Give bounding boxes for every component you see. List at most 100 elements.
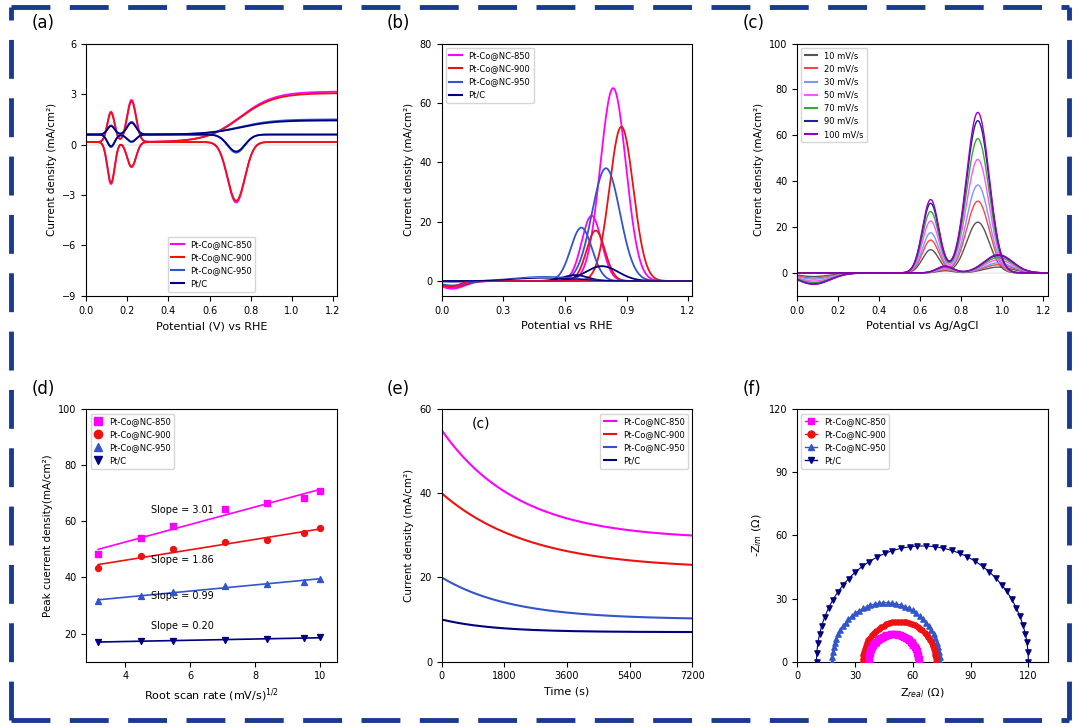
Point — [896, 601, 914, 612]
Text: (b): (b) — [387, 15, 410, 33]
Point — [811, 628, 828, 640]
Point — [930, 646, 947, 657]
Point — [901, 617, 918, 629]
Point — [918, 540, 935, 552]
Point — [865, 627, 882, 639]
Point — [259, 633, 276, 645]
Point — [927, 632, 944, 644]
Point — [889, 616, 906, 627]
Legend: 10 mV/s, 20 mV/s, 30 mV/s, 50 mV/s, 70 mV/s, 90 mV/s, 100 mV/s: 10 mV/s, 20 mV/s, 30 mV/s, 50 mV/s, 70 m… — [801, 48, 867, 142]
Point — [892, 542, 909, 554]
Point — [875, 597, 892, 608]
Point — [295, 576, 312, 587]
Point — [808, 656, 825, 667]
Point — [892, 599, 909, 611]
Point — [866, 598, 883, 610]
Point — [908, 607, 926, 619]
Point — [873, 622, 890, 633]
Point — [165, 544, 183, 555]
Point — [90, 562, 107, 574]
Point — [312, 523, 329, 534]
Point — [874, 631, 891, 643]
Point — [847, 607, 864, 619]
Point — [875, 619, 892, 631]
Text: Slope = 1.86: Slope = 1.86 — [151, 555, 214, 566]
Point — [869, 635, 887, 646]
Point — [165, 520, 183, 531]
Point — [827, 633, 845, 645]
Point — [835, 579, 852, 591]
Point — [862, 599, 879, 611]
Point — [840, 573, 858, 585]
Point — [927, 652, 944, 664]
Point — [895, 616, 913, 627]
Point — [808, 647, 825, 659]
Point — [860, 651, 877, 663]
Point — [132, 550, 149, 562]
Point — [259, 497, 276, 509]
Point — [1020, 646, 1037, 658]
Point — [132, 590, 149, 601]
Point — [295, 527, 312, 539]
Point — [912, 610, 929, 622]
X-axis label: Z$_{real}$ (Ω): Z$_{real}$ (Ω) — [900, 687, 945, 700]
Y-axis label: Peak cuerrent density(mA/cm²): Peak cuerrent density(mA/cm²) — [43, 454, 53, 616]
Point — [883, 616, 901, 628]
Point — [920, 620, 937, 632]
Point — [880, 629, 897, 640]
Point — [920, 632, 937, 643]
Point — [825, 642, 842, 654]
Text: (a): (a) — [31, 15, 54, 33]
Text: (c): (c) — [472, 416, 490, 430]
Point — [834, 621, 851, 632]
Point — [900, 603, 917, 614]
Point — [809, 638, 826, 649]
Point — [894, 630, 912, 642]
X-axis label: Potential (V) vs RHE: Potential (V) vs RHE — [156, 321, 267, 331]
Legend: Pt-Co@NC-850, Pt-Co@NC-900, Pt-Co@NC-950, Pt/C: Pt-Co@NC-850, Pt-Co@NC-900, Pt-Co@NC-950… — [167, 236, 255, 292]
Point — [910, 656, 928, 667]
Point — [876, 630, 893, 642]
Point — [922, 624, 940, 635]
Point — [878, 619, 895, 630]
Point — [883, 628, 901, 640]
Point — [943, 545, 960, 556]
Point — [879, 597, 896, 608]
Point — [915, 613, 932, 624]
Point — [868, 552, 886, 563]
Text: (e): (e) — [387, 380, 410, 398]
Text: Slope = 0.99: Slope = 0.99 — [151, 590, 214, 601]
Point — [994, 579, 1011, 591]
Point — [165, 586, 183, 598]
Point — [864, 641, 881, 653]
Point — [909, 649, 927, 661]
Point — [837, 616, 854, 628]
Point — [890, 629, 907, 640]
Point — [1018, 636, 1036, 648]
Point — [908, 647, 926, 659]
Y-axis label: -Z$_{im}$ (Ω): -Z$_{im}$ (Ω) — [750, 514, 764, 558]
Point — [887, 616, 904, 627]
Point — [892, 630, 909, 641]
Point — [967, 555, 984, 567]
Point — [951, 547, 969, 559]
Point — [927, 646, 944, 658]
Point — [888, 629, 905, 640]
Point — [892, 616, 909, 627]
Point — [914, 624, 931, 636]
Point — [295, 632, 312, 644]
Point — [90, 595, 107, 607]
Point — [909, 651, 927, 663]
X-axis label: Root scan rate (mV/s)$^{1/2}$: Root scan rate (mV/s)$^{1/2}$ — [144, 687, 279, 704]
Point — [905, 639, 922, 651]
Point — [870, 633, 888, 645]
Point — [862, 645, 879, 656]
Point — [878, 630, 895, 641]
Point — [829, 628, 847, 640]
Point — [876, 547, 893, 559]
Point — [929, 637, 946, 648]
Point — [902, 636, 919, 648]
Legend: Pt-Co@NC-850, Pt-Co@NC-900, Pt-Co@NC-950, Pt/C: Pt-Co@NC-850, Pt-Co@NC-900, Pt-Co@NC-950… — [446, 48, 534, 103]
Point — [998, 586, 1015, 598]
Point — [895, 631, 913, 643]
